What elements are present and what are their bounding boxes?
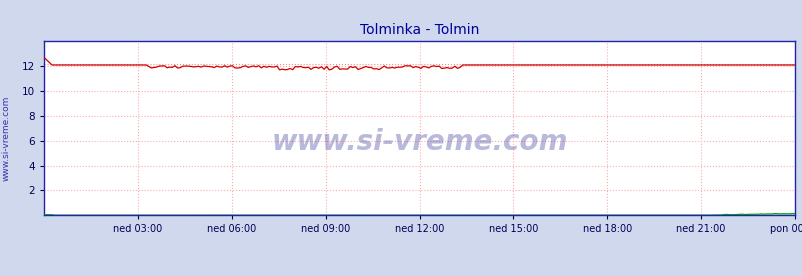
Text: www.si-vreme.com: www.si-vreme.com — [2, 95, 11, 181]
Text: www.si-vreme.com: www.si-vreme.com — [271, 128, 567, 156]
Title: Tolminka - Tolmin: Tolminka - Tolmin — [359, 23, 479, 38]
